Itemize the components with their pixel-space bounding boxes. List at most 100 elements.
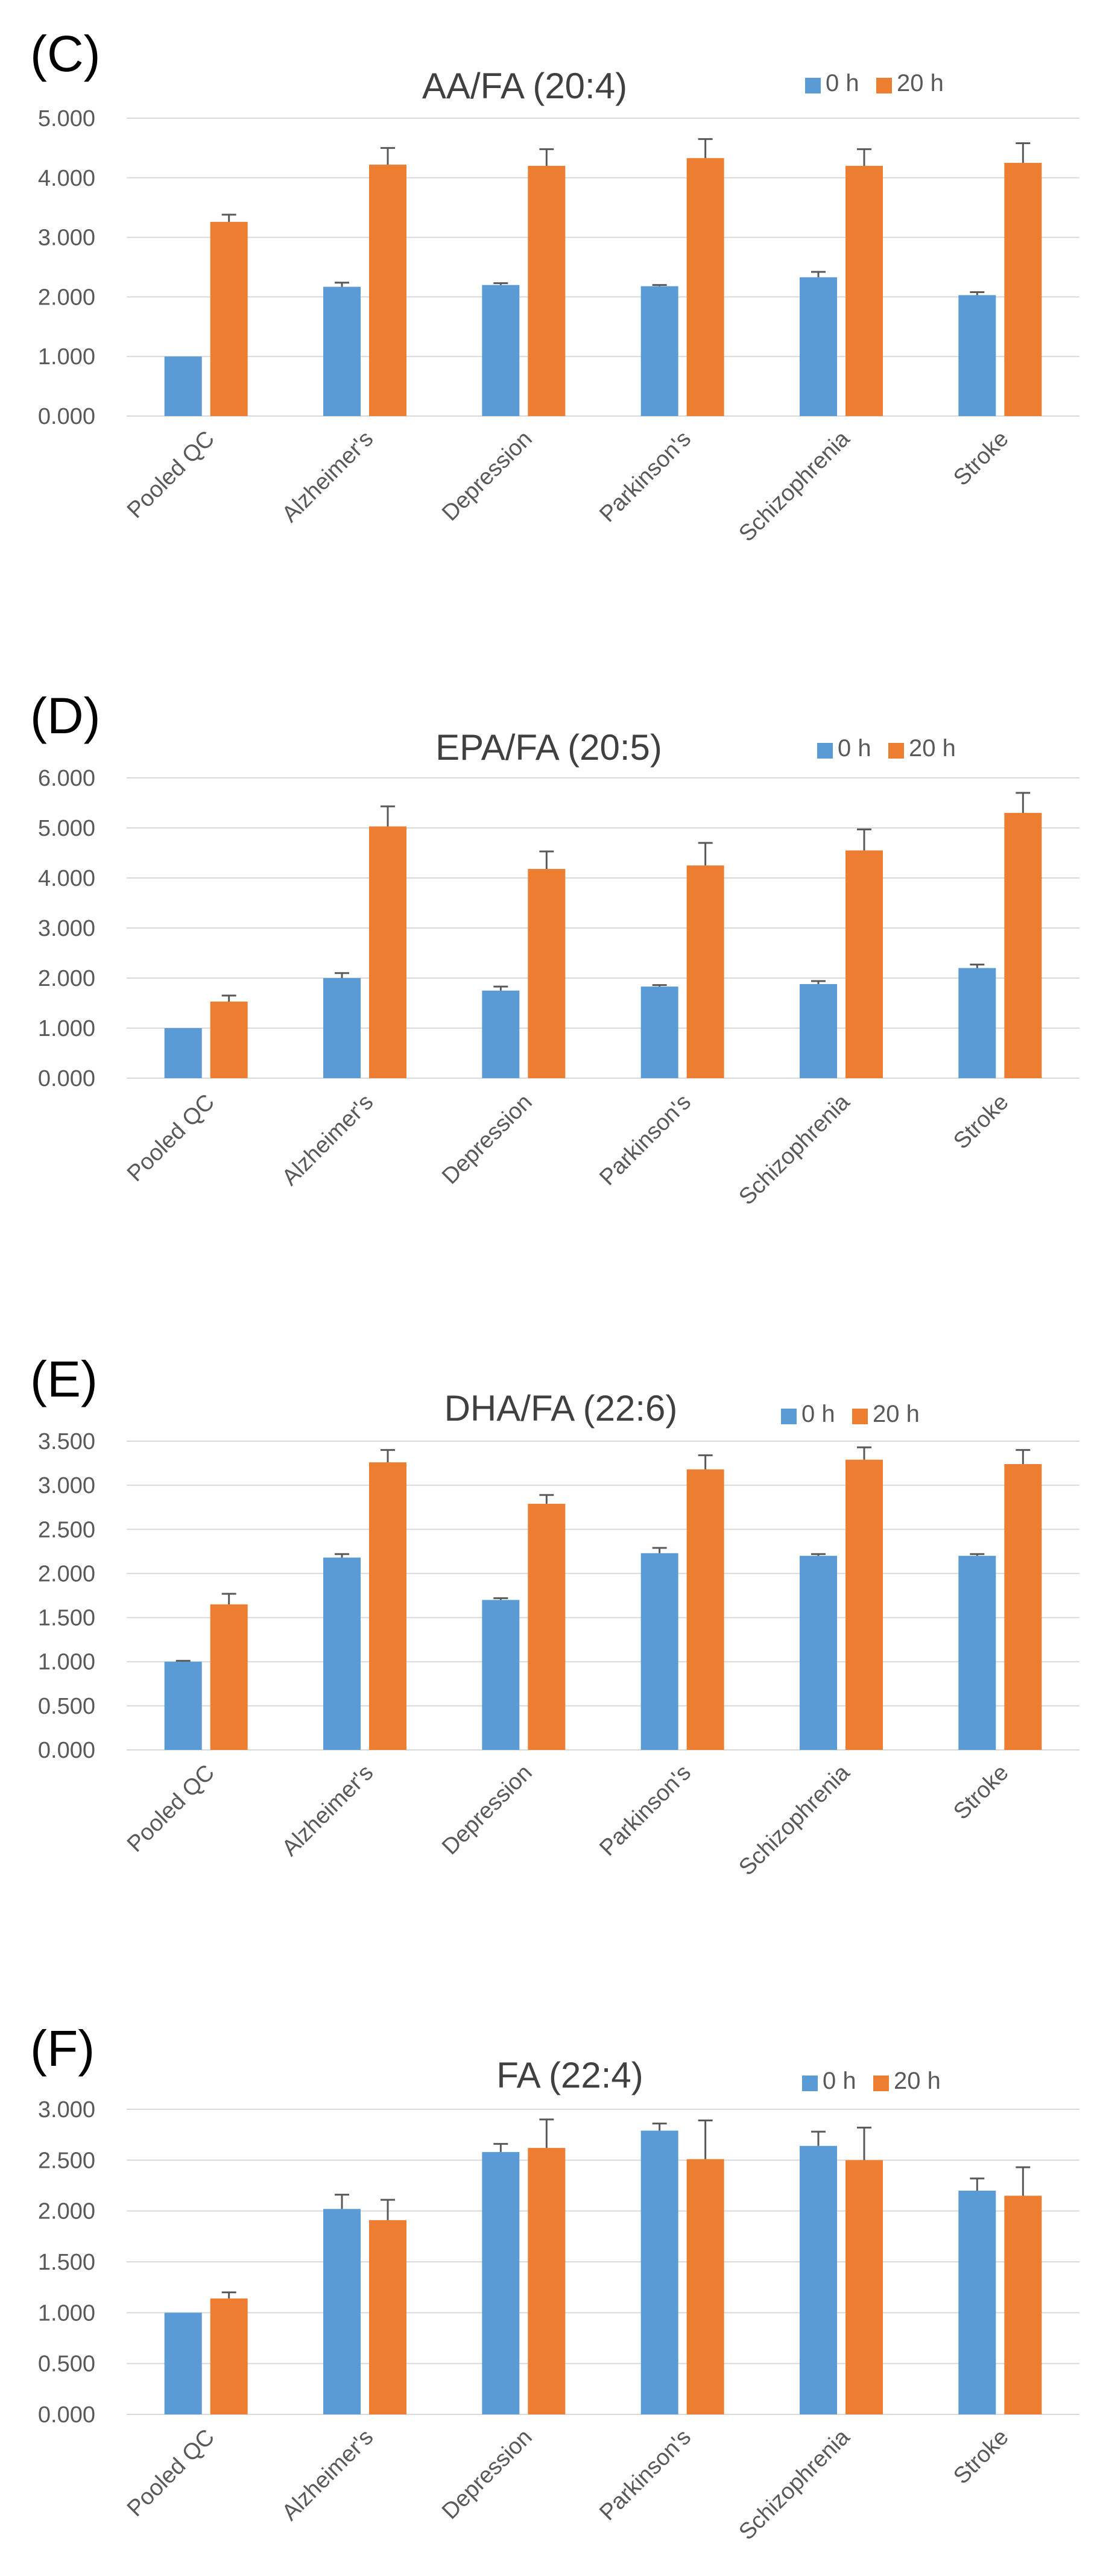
bar <box>845 850 883 1078</box>
x-tick-label: Alzheimer's <box>277 1090 379 1191</box>
bar <box>686 1469 724 1750</box>
y-tick-label: 6.000 <box>38 766 95 791</box>
legend-label: 0 h <box>823 2068 856 2094</box>
legend-item: 0 h <box>802 2068 856 2094</box>
legend-item: 20 h <box>873 2068 941 2094</box>
legend-item: 0 h <box>817 735 871 762</box>
y-tick-label: 1.000 <box>38 344 95 370</box>
panel-label: (F) <box>30 2020 95 2077</box>
bar <box>686 2159 724 2414</box>
x-tick-label: Depression <box>437 1760 537 1860</box>
bar <box>369 2220 406 2414</box>
x-tick-label: Depression <box>437 426 537 526</box>
bar <box>845 2160 883 2414</box>
x-tick-label: Pooled QC <box>122 426 220 523</box>
bar <box>640 2130 678 2414</box>
bar <box>482 285 520 416</box>
chart-title: EPA/FA (20:5) <box>435 727 662 768</box>
legend-item: 0 h <box>805 70 859 96</box>
bar <box>958 968 996 1078</box>
x-tick-label: Alzheimer's <box>277 1760 379 1861</box>
x-tick-label: Alzheimer's <box>277 2425 379 2526</box>
bar <box>800 277 837 416</box>
legend-swatch <box>817 743 833 759</box>
y-tick-label: 4.000 <box>38 866 95 891</box>
x-tick-label: Schizophrenia <box>734 426 855 547</box>
legend-item: 20 h <box>888 735 956 762</box>
y-tick-label: 0.500 <box>38 1694 95 1719</box>
x-tick-label: Depression <box>437 2425 537 2525</box>
y-tick-label: 3.000 <box>38 1473 95 1498</box>
chart-panel: (E) DHA/FA (22:6) 0 h 20 h 0.000 0.500 1.000 1.… <box>30 1351 1079 1881</box>
x-tick-label: Parkinson's <box>595 426 696 528</box>
legend-swatch <box>873 2076 889 2091</box>
x-tick-label: Pooled QC <box>122 2425 220 2522</box>
bar <box>323 1558 361 1750</box>
chart-panel: (F) FA (22:4) 0 h 20 h 0.000 0.500 1.000 1.500 2… <box>30 2020 1079 2545</box>
bar <box>528 1503 566 1750</box>
y-tick-label: 2.000 <box>38 966 95 991</box>
bar <box>323 2209 361 2414</box>
bar <box>323 286 361 416</box>
legend-label: 20 h <box>873 1401 920 1427</box>
bar <box>164 1661 202 1750</box>
chart-title: DHA/FA (22:6) <box>444 1388 678 1428</box>
legend-item: 20 h <box>876 70 944 96</box>
y-tick-label: 2.000 <box>38 1561 95 1586</box>
y-tick-label: 3.000 <box>38 916 95 941</box>
bar <box>164 356 202 416</box>
bar <box>528 166 566 416</box>
bar <box>369 826 406 1078</box>
bar <box>369 1462 406 1750</box>
legend-label: 20 h <box>897 70 944 96</box>
bar <box>210 1604 248 1750</box>
bar <box>210 2298 248 2414</box>
x-tick-label: Stroke <box>949 426 1013 491</box>
bar <box>482 990 520 1078</box>
bar <box>958 295 996 416</box>
panel-label: (E) <box>30 1351 98 1407</box>
x-tick-label: Stroke <box>949 2425 1013 2489</box>
bar <box>845 166 883 416</box>
legend-swatch <box>888 743 904 759</box>
legend-label: 0 h <box>826 70 859 96</box>
x-tick-label: Schizophrenia <box>734 1089 855 1210</box>
x-tick-label: Parkinson's <box>595 2425 696 2526</box>
x-tick-label: Pooled QC <box>122 1760 220 1857</box>
bar <box>845 1459 883 1750</box>
x-tick-label: Alzheimer's <box>277 426 379 528</box>
x-tick-label: Stroke <box>949 1760 1013 1825</box>
bar <box>528 869 566 1078</box>
y-tick-label: 0.000 <box>38 1066 95 1091</box>
legend-label: 0 h <box>838 735 871 762</box>
bar <box>640 987 678 1078</box>
y-tick-label: 0.000 <box>38 2402 95 2428</box>
x-tick-label: Schizophrenia <box>734 1760 855 1881</box>
bar <box>686 158 724 416</box>
y-tick-label: 5.000 <box>38 106 95 131</box>
bar <box>640 1553 678 1750</box>
bar <box>958 1556 996 1750</box>
y-tick-label: 3.500 <box>38 1429 95 1454</box>
legend-item: 0 h <box>781 1401 835 1427</box>
bar <box>800 2145 837 2414</box>
bar <box>482 1600 520 1750</box>
y-tick-label: 1.500 <box>38 1606 95 1631</box>
bar <box>369 165 406 416</box>
panel-label: (D) <box>30 687 101 744</box>
y-tick-label: 2.500 <box>38 2148 95 2173</box>
bar <box>210 221 248 416</box>
bar <box>1004 813 1042 1078</box>
x-tick-label: Stroke <box>949 1090 1013 1154</box>
x-tick-label: Schizophrenia <box>734 2424 855 2545</box>
y-tick-label: 2.000 <box>38 285 95 310</box>
y-tick-label: 4.000 <box>38 166 95 191</box>
y-tick-label: 0.500 <box>38 2352 95 2377</box>
chart-title: AA/FA (20:4) <box>422 66 627 106</box>
x-tick-label: Pooled QC <box>122 1090 220 1187</box>
legend-swatch <box>876 78 892 93</box>
y-tick-label: 1.000 <box>38 1016 95 1041</box>
y-tick-label: 1.000 <box>38 1650 95 1675</box>
legend-swatch <box>852 1409 868 1424</box>
